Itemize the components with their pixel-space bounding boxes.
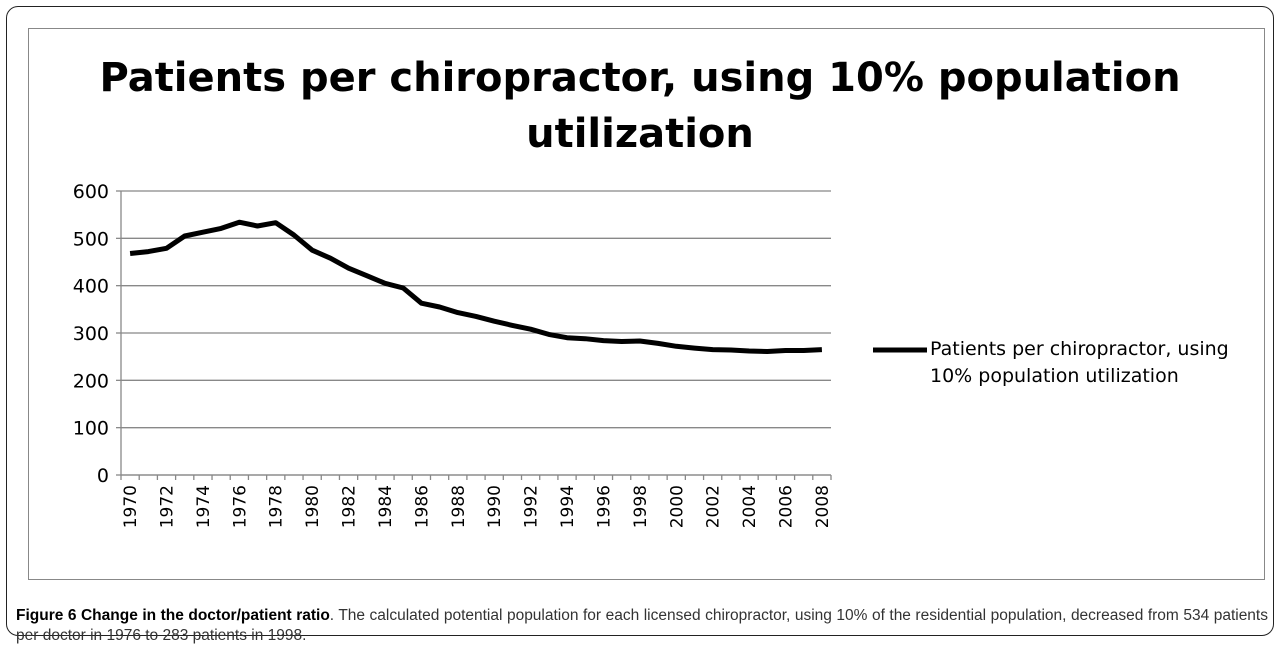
y-tick-label: 300 (73, 323, 109, 345)
series-line (129, 219, 823, 354)
figure-caption: Figure 6 Change in the doctor/patient ra… (16, 606, 1268, 646)
legend-label: Patients per chiropractor, using 10% pop… (930, 338, 1229, 387)
x-tick-label: 2008 (813, 485, 833, 528)
caption-title: Figure 6 Change in the doctor/patient ra… (16, 607, 330, 624)
y-tick-label: 100 (73, 418, 109, 440)
x-tick-label: 1974 (194, 485, 214, 528)
x-tick-label: 1994 (558, 485, 578, 528)
chart-title: Patients per chiropractor, using 10% pop… (99, 55, 1181, 157)
x-tick-label: 1986 (412, 485, 432, 528)
x-tick-label: 1984 (376, 485, 396, 528)
x-tick-label: 2000 (667, 485, 687, 528)
y-tick-label: 0 (97, 465, 109, 487)
x-tick-label: 2002 (704, 485, 724, 528)
x-tick-label: 1972 (158, 485, 178, 528)
x-tick-label: 1970 (121, 485, 141, 528)
y-tick-label: 200 (73, 370, 109, 392)
x-tick-label: 1990 (485, 485, 505, 528)
x-tick-label: 1976 (230, 485, 250, 528)
x-tick-label: 1998 (631, 485, 651, 528)
x-tick-label: 1978 (267, 485, 287, 528)
x-tick-label: 1992 (522, 485, 542, 528)
x-tick-label: 2006 (776, 485, 796, 528)
x-tick-label: 1988 (449, 485, 469, 528)
chart-area (28, 28, 1265, 580)
y-tick-label: 400 (73, 276, 109, 298)
x-tick-label: 1982 (340, 485, 360, 528)
figure-frame (6, 6, 1274, 636)
x-tick-label: 1996 (594, 485, 614, 528)
caption-text: . The calculated potential population fo… (16, 607, 1268, 644)
y-tick-label: 500 (73, 228, 109, 250)
x-tick-label: 2004 (740, 485, 760, 528)
x-tick-label: 1980 (303, 485, 323, 528)
y-tick-label: 600 (73, 181, 109, 203)
